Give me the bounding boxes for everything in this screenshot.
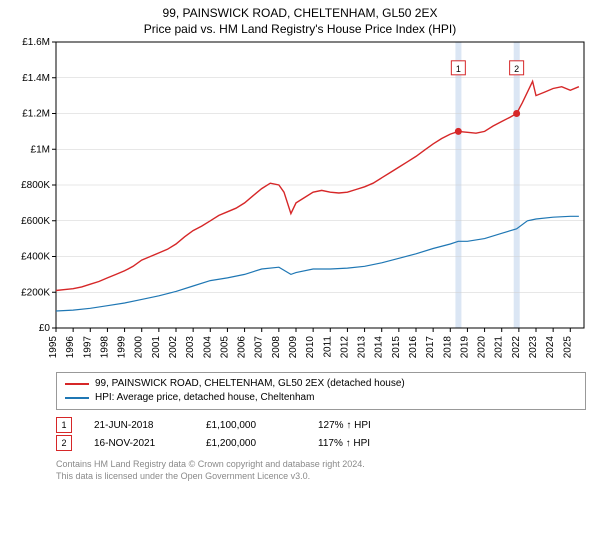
sale-marker: 1 bbox=[56, 417, 72, 433]
svg-text:2022: 2022 bbox=[511, 336, 522, 359]
svg-text:2023: 2023 bbox=[528, 336, 539, 359]
svg-text:£400K: £400K bbox=[21, 252, 50, 263]
legend: 99, PAINSWICK ROAD, CHELTENHAM, GL50 2EX… bbox=[56, 372, 586, 410]
svg-text:1997: 1997 bbox=[82, 336, 93, 359]
svg-text:2021: 2021 bbox=[494, 336, 505, 359]
legend-label: 99, PAINSWICK ROAD, CHELTENHAM, GL50 2EX… bbox=[95, 377, 405, 391]
svg-text:2002: 2002 bbox=[168, 336, 179, 359]
svg-text:2000: 2000 bbox=[134, 336, 145, 359]
footer-line-2: This data is licensed under the Open Gov… bbox=[56, 470, 586, 482]
legend-row: HPI: Average price, detached house, Chel… bbox=[65, 391, 577, 405]
price-hpi-chart: £0 £200K £400K £600K £800K £1M £1.2M £1.4M £1.6M… bbox=[0, 36, 600, 366]
svg-text:2001: 2001 bbox=[151, 336, 162, 359]
svg-text:2018: 2018 bbox=[442, 336, 453, 359]
svg-text:2005: 2005 bbox=[219, 336, 230, 359]
svg-text:2004: 2004 bbox=[202, 336, 213, 359]
svg-text:2003: 2003 bbox=[185, 336, 196, 359]
sale-hpi: 127% ↑ HPI bbox=[318, 420, 371, 431]
sale-price: £1,200,000 bbox=[206, 438, 296, 449]
title-subtitle: Price paid vs. HM Land Registry's House … bbox=[0, 22, 600, 36]
svg-text:£1.4M: £1.4M bbox=[22, 73, 50, 84]
sale-row: 1 21-JUN-2018 £1,100,000 127% ↑ HPI bbox=[56, 416, 586, 434]
svg-text:2016: 2016 bbox=[408, 336, 419, 359]
sale-date: 21-JUN-2018 bbox=[94, 420, 184, 431]
svg-text:£1M: £1M bbox=[31, 144, 50, 155]
legend-label: HPI: Average price, detached house, Chel… bbox=[95, 391, 314, 405]
chart-titles: 99, PAINSWICK ROAD, CHELTENHAM, GL50 2EX… bbox=[0, 0, 600, 36]
svg-text:1996: 1996 bbox=[65, 336, 76, 359]
sale-row: 2 16-NOV-2021 £1,200,000 117% ↑ HPI bbox=[56, 434, 586, 452]
svg-text:2017: 2017 bbox=[425, 336, 436, 359]
sale-date: 16-NOV-2021 bbox=[94, 438, 184, 449]
svg-text:2010: 2010 bbox=[305, 336, 316, 359]
svg-text:£200K: £200K bbox=[21, 287, 50, 298]
legend-row: 99, PAINSWICK ROAD, CHELTENHAM, GL50 2EX… bbox=[65, 377, 577, 391]
svg-text:2011: 2011 bbox=[322, 336, 333, 358]
svg-text:2: 2 bbox=[514, 64, 519, 74]
svg-text:1999: 1999 bbox=[117, 336, 128, 359]
svg-text:2009: 2009 bbox=[288, 336, 299, 359]
footer-line-1: Contains HM Land Registry data © Crown c… bbox=[56, 458, 586, 470]
legend-swatch bbox=[65, 397, 89, 399]
svg-text:2024: 2024 bbox=[545, 336, 556, 359]
svg-text:2012: 2012 bbox=[339, 336, 350, 359]
svg-text:2025: 2025 bbox=[562, 336, 573, 359]
svg-text:2006: 2006 bbox=[237, 336, 248, 359]
svg-text:£800K: £800K bbox=[21, 180, 50, 191]
footer-attribution: Contains HM Land Registry data © Crown c… bbox=[56, 458, 586, 482]
sales-table: 1 21-JUN-2018 £1,100,000 127% ↑ HPI 2 16-NOV-… bbox=[56, 416, 586, 452]
svg-text:1998: 1998 bbox=[99, 336, 110, 359]
svg-text:2020: 2020 bbox=[477, 336, 488, 359]
svg-text:1995: 1995 bbox=[48, 336, 59, 359]
sale-marker: 2 bbox=[56, 435, 72, 451]
title-address: 99, PAINSWICK ROAD, CHELTENHAM, GL50 2EX bbox=[0, 6, 600, 20]
svg-text:£0: £0 bbox=[39, 323, 51, 334]
svg-text:2013: 2013 bbox=[357, 336, 368, 359]
sale-price: £1,100,000 bbox=[206, 420, 296, 431]
svg-text:2007: 2007 bbox=[254, 336, 265, 359]
svg-text:2015: 2015 bbox=[391, 336, 402, 359]
sale-hpi: 117% ↑ HPI bbox=[318, 438, 370, 449]
svg-text:£1.6M: £1.6M bbox=[22, 37, 50, 48]
svg-text:£600K: £600K bbox=[21, 216, 50, 227]
legend-swatch bbox=[65, 383, 89, 385]
svg-text:2014: 2014 bbox=[374, 336, 385, 359]
svg-text:£1.2M: £1.2M bbox=[22, 109, 50, 120]
svg-text:2008: 2008 bbox=[271, 336, 282, 359]
svg-text:2019: 2019 bbox=[459, 336, 470, 359]
svg-text:1: 1 bbox=[456, 64, 461, 74]
